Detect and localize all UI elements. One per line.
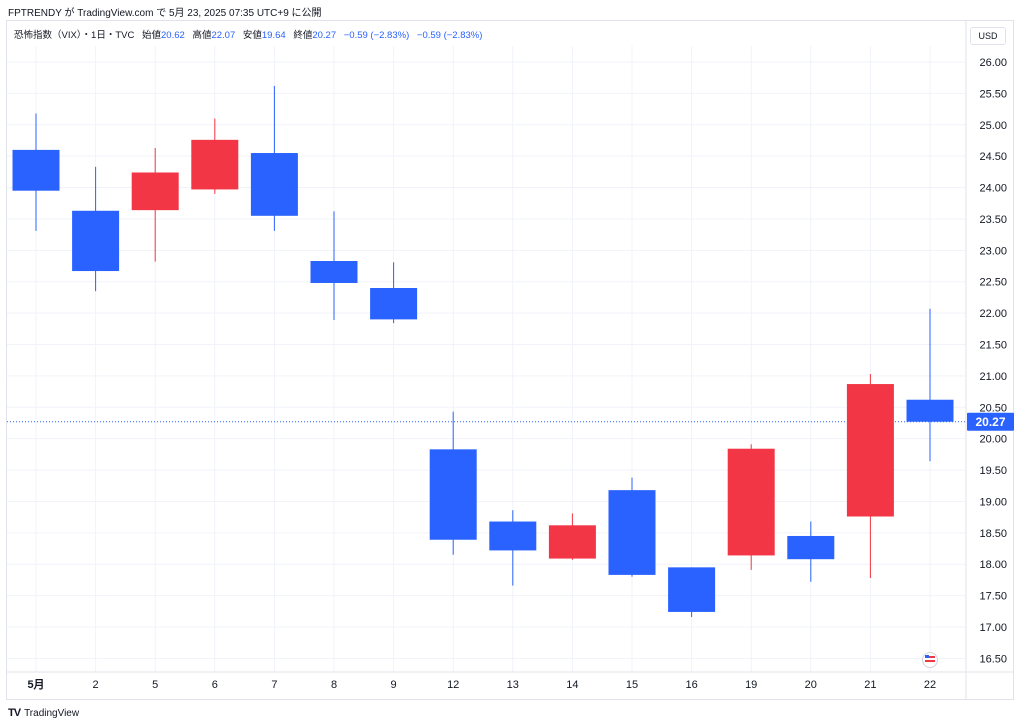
currency-button[interactable]: USD (970, 27, 1006, 45)
price-tick-label: 18.50 (979, 528, 1007, 540)
price-tick-label: 20.00 (979, 434, 1007, 446)
price-tick-label: 21.00 (979, 371, 1007, 383)
open-value: 20.62 (161, 30, 185, 41)
candle-body (608, 490, 656, 575)
date-tick-label: 9 (391, 679, 397, 691)
candle-body (72, 210, 120, 272)
price-tick-label: 24.50 (979, 151, 1007, 163)
close-value: 20.27 (312, 30, 337, 41)
price-tick-label: 25.00 (979, 120, 1007, 132)
us-flag-icon-stripe (925, 656, 935, 658)
candle-body (250, 153, 298, 216)
price-tick-label: 20.50 (979, 402, 1007, 414)
candle-body (489, 521, 537, 551)
date-tick-label: 2 (93, 679, 99, 691)
price-tick-label: 16.50 (979, 653, 1007, 665)
date-tick-label: 15 (626, 679, 638, 691)
high-value: 22.07 (211, 30, 236, 41)
publisher-line: FPTRENDY が TradingView.com で 5月 23, 2025… (8, 8, 322, 19)
candle-body (370, 288, 418, 320)
price-tick-label: 23.50 (979, 214, 1007, 226)
date-tick-label: 19 (745, 679, 757, 691)
footer-brand: TV TradingView (8, 707, 79, 719)
candle-body (310, 261, 358, 283)
date-tick-label: 16 (685, 679, 697, 691)
price-tick-label: 24.00 (979, 183, 1007, 195)
candle-body (787, 535, 835, 560)
us-flag-icon-stripe (925, 660, 935, 662)
price-tick-label: 19.50 (979, 465, 1007, 477)
date-tick-label: 21 (864, 679, 876, 691)
price-tick-label: 22.50 (979, 277, 1007, 289)
change-value-2: −0.59 (−2.83%) (416, 30, 483, 41)
candle-body (846, 384, 894, 517)
price-tick-label: 18.00 (979, 559, 1007, 571)
candle-body (906, 399, 954, 422)
chart-frame (6, 20, 1014, 700)
date-tick-label: 14 (566, 679, 578, 691)
price-tick-label: 19.00 (979, 496, 1007, 508)
date-tick-label: 13 (507, 679, 519, 691)
symbol-name[interactable]: 恐怖指数（VIX）・1日・TVC (14, 30, 135, 41)
date-tick-label: 5月 (27, 678, 44, 691)
price-tick-label: 23.00 (979, 245, 1007, 257)
price-tick-label: 22.00 (979, 308, 1007, 320)
date-tick-label: 20 (805, 679, 817, 691)
tradingview-logo-icon: TV (8, 707, 21, 719)
change-value: −0.59 (−2.83%) (343, 30, 410, 41)
date-tick-label: 8 (331, 679, 337, 691)
high-label: 高値 (192, 30, 212, 41)
date-tick-label: 7 (271, 679, 277, 691)
price-tick-label: 17.00 (979, 622, 1007, 634)
price-tick-label: 17.50 (979, 591, 1007, 603)
last-price-tag-label: 20.27 (975, 415, 1005, 429)
us-flag-icon-canton (925, 655, 929, 658)
candle-body (429, 449, 477, 540)
last-price-tag (967, 412, 1014, 431)
candle-body (131, 172, 179, 211)
candle-body (12, 149, 60, 191)
date-tick-label: 6 (212, 679, 218, 691)
low-value: 19.64 (261, 30, 286, 41)
candle-body (548, 525, 596, 559)
price-tick-label: 25.50 (979, 88, 1007, 100)
price-tick-label: 26.00 (979, 57, 1007, 69)
date-tick-label: 12 (447, 679, 459, 691)
price-tick-label: 21.50 (979, 340, 1007, 352)
ohlc-legend: 恐怖指数（VIX）・1日・TVC 始値20.62 高値22.07 安値19.64… (14, 27, 482, 41)
close-label: 終値 (293, 30, 313, 41)
low-label: 安値 (242, 30, 262, 41)
date-tick-label: 22 (924, 679, 936, 691)
open-label: 始値 (142, 30, 162, 41)
candle-body (727, 448, 775, 556)
candle-body (668, 567, 716, 612)
tradingview-brand-text: TradingView (24, 707, 80, 719)
candle-body (191, 139, 239, 190)
date-tick-label: 5 (152, 679, 158, 691)
